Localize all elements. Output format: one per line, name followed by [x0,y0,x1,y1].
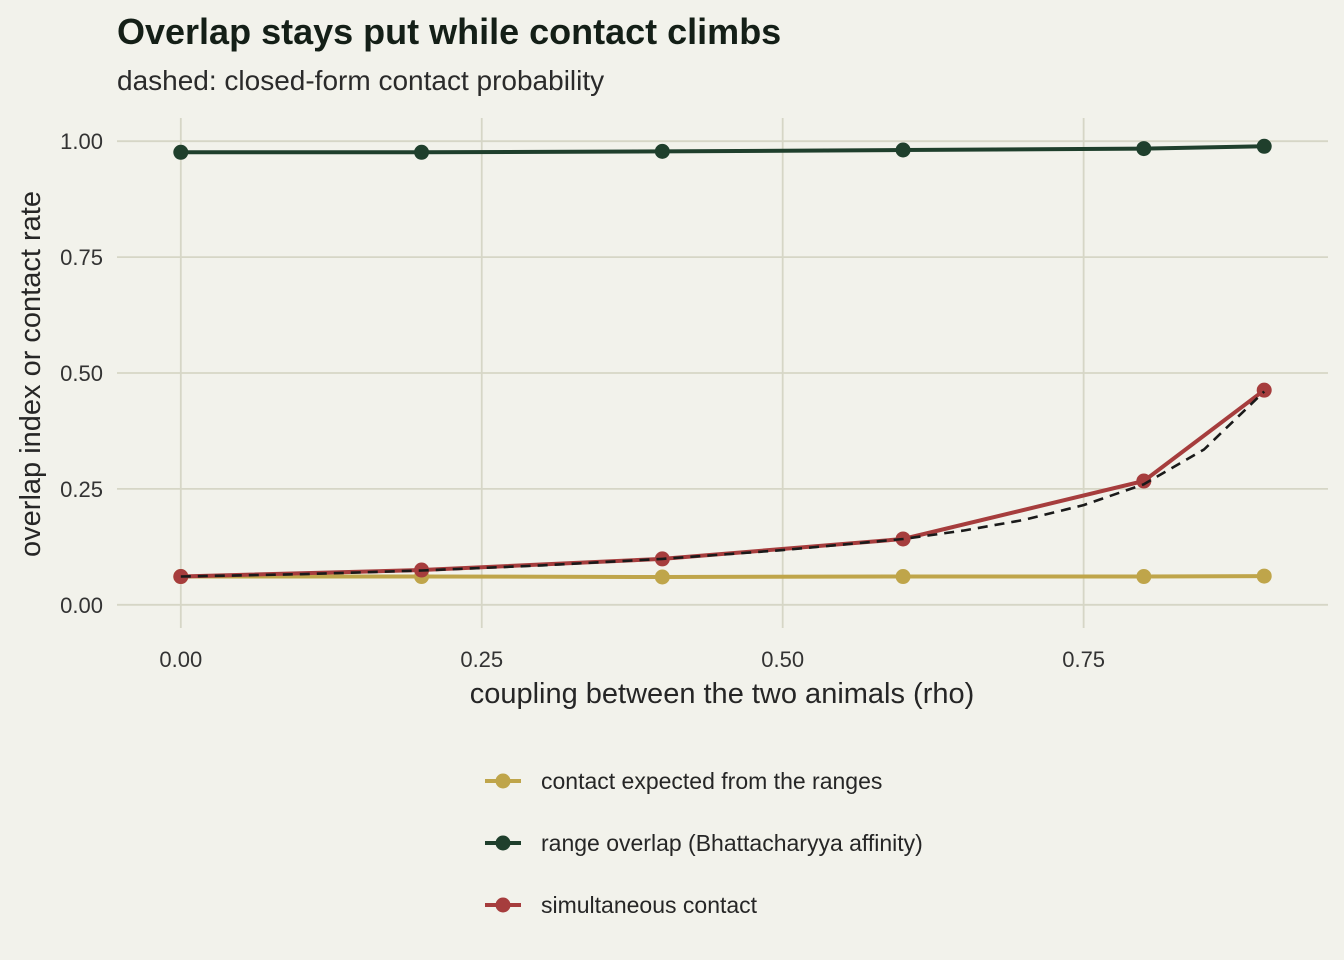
y-axis-title: overlap index or contact rate [15,191,47,557]
y-tick-label: 0.25 [60,477,103,502]
chart-subtitle: dashed: closed-form contact probability [117,65,604,96]
series-point-1 [654,569,670,585]
legend-label: simultaneous contact [541,892,758,918]
series-point-2 [173,144,189,160]
series-line-3 [178,388,1267,579]
legend-key-point [495,897,511,913]
plot-series [173,138,1272,585]
y-tick-label: 0.75 [60,245,103,270]
y-tick-label: 0.50 [60,361,103,386]
reference-curve-dashed [180,390,1266,578]
series-point-1 [1136,569,1152,585]
y-tick-label: 0.00 [60,593,103,618]
legend-item: simultaneous contact [485,892,758,918]
series-point-3 [1136,473,1152,489]
legend-key-point [495,773,511,789]
series-point-2 [895,142,911,158]
legend-key-point [495,835,511,851]
legend-item: contact expected from the ranges [485,768,882,794]
series-point-1 [1256,568,1272,584]
series-point-2 [414,144,430,160]
series-line-1 [178,574,1267,579]
y-axis-ticks: 0.00 0.25 0.50 0.75 1.00 [60,129,103,618]
x-tick-label: 0.00 [159,647,202,672]
y-tick-label: 1.00 [60,129,103,154]
series-point-3 [1256,382,1272,398]
x-tick-label: 0.50 [761,647,804,672]
x-tick-label: 0.25 [460,647,503,672]
legend: contact expected from the ranges range ov… [485,768,923,918]
legend-label: contact expected from the ranges [541,768,882,794]
legend-item: range overlap (Bhattacharyya affinity) [485,830,923,856]
chart-title: Overlap stays put while contact climbs [117,11,781,52]
series-point-3 [173,569,189,585]
x-tick-label: 0.75 [1062,647,1105,672]
series-line-2 [178,144,1267,155]
series-point-2 [1256,138,1272,154]
legend-label: range overlap (Bhattacharyya affinity) [541,830,923,856]
series-point-2 [1136,141,1152,157]
x-axis-title: coupling between the two animals (rho) [470,678,975,710]
x-axis-ticks: 0.00 0.25 0.50 0.75 [159,647,1105,672]
series-point-2 [654,143,670,159]
grid [117,118,1328,628]
series-point-1 [895,569,911,585]
